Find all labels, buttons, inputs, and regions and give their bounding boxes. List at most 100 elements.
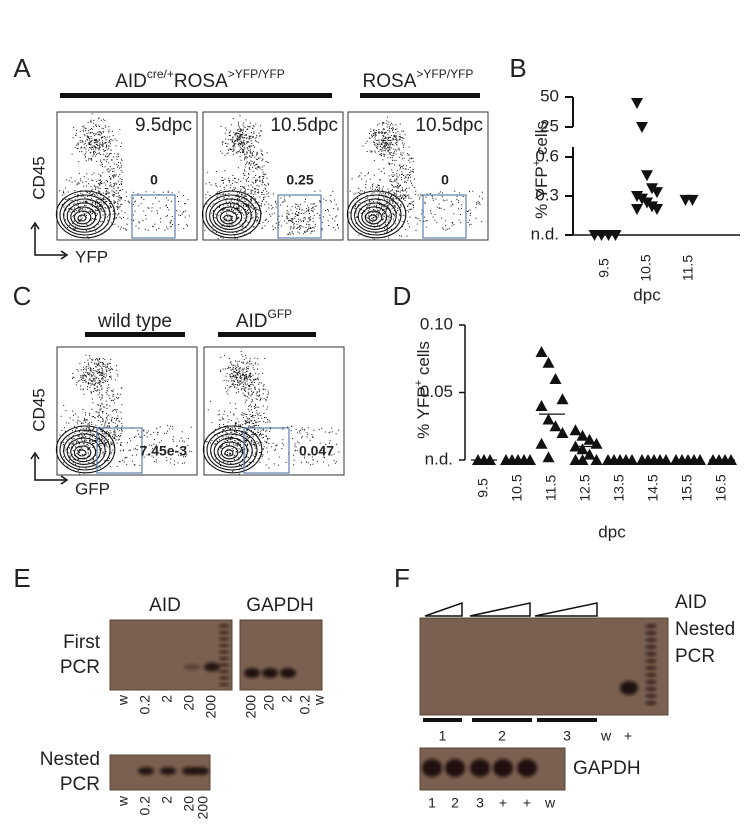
event-dot xyxy=(388,153,390,155)
event-dot xyxy=(333,208,335,210)
event-dot xyxy=(383,135,385,137)
event-dot xyxy=(372,183,374,185)
event-dot xyxy=(255,447,257,449)
event-dot xyxy=(314,190,316,192)
event-dot xyxy=(391,163,393,165)
event-dot xyxy=(209,205,211,207)
event-dot xyxy=(381,149,383,151)
event-dot xyxy=(114,184,116,186)
event-dot xyxy=(240,389,242,391)
event-dot xyxy=(244,187,246,189)
event-dot xyxy=(260,397,262,399)
event-dot xyxy=(379,211,380,213)
event-dot xyxy=(261,212,263,214)
event-dot xyxy=(236,238,238,240)
event-dot xyxy=(246,142,248,144)
event-dot xyxy=(99,187,101,189)
event-dot xyxy=(264,440,266,442)
event-dot xyxy=(380,170,382,172)
event-dot xyxy=(389,163,391,165)
event-dot xyxy=(469,224,471,226)
event-dot xyxy=(296,208,298,210)
event-dot xyxy=(94,135,96,137)
event-dot xyxy=(424,201,426,203)
event-dot xyxy=(234,199,235,201)
event-dot xyxy=(374,226,376,228)
event-dot xyxy=(229,362,231,364)
event-dot xyxy=(134,464,136,466)
event-dot xyxy=(248,138,250,139)
event-dot xyxy=(251,416,253,418)
event-dot xyxy=(396,179,398,181)
event-dot xyxy=(382,213,384,215)
event-dot xyxy=(74,190,76,191)
event-dot xyxy=(378,143,380,145)
event-dot xyxy=(220,237,222,238)
event-dot xyxy=(96,206,98,207)
event-dot xyxy=(238,137,240,139)
event-dot xyxy=(246,161,248,163)
event-dot xyxy=(399,185,401,187)
event-dot xyxy=(234,140,236,141)
event-dot xyxy=(244,159,246,161)
event-dot xyxy=(215,439,217,441)
event-dot xyxy=(251,393,253,395)
event-dot xyxy=(388,130,390,132)
gel-band xyxy=(645,631,657,635)
event-dot xyxy=(245,376,247,378)
flow-plot-frame xyxy=(203,346,345,476)
event-dot xyxy=(452,203,454,205)
event-dot xyxy=(164,432,166,434)
event-dot xyxy=(267,451,268,453)
event-dot xyxy=(221,219,223,221)
event-dot xyxy=(235,132,237,134)
event-dot xyxy=(391,122,393,124)
event-dot xyxy=(88,365,90,367)
event-dot xyxy=(121,430,123,432)
event-dot xyxy=(232,382,234,384)
event-dot xyxy=(255,451,257,453)
event-dot xyxy=(390,124,391,126)
event-dot xyxy=(246,137,248,139)
event-dot xyxy=(399,168,401,170)
event-dot xyxy=(239,133,241,135)
event-dot xyxy=(239,367,241,369)
event-dot xyxy=(338,429,340,431)
event-dot xyxy=(89,412,90,414)
event-dot xyxy=(244,395,246,397)
event-dot xyxy=(98,149,100,151)
event-dot xyxy=(153,431,155,433)
event-dot xyxy=(63,206,65,208)
event-dot xyxy=(330,201,332,203)
event-dot xyxy=(382,140,384,142)
event-dot xyxy=(91,189,93,191)
event-dot xyxy=(237,365,239,367)
event-dot xyxy=(296,441,298,443)
event-dot xyxy=(60,442,62,444)
event-dot xyxy=(113,203,115,205)
x-tick-label: 11.5 xyxy=(680,255,696,281)
event-dot xyxy=(432,197,434,199)
event-dot xyxy=(257,165,259,167)
data-point xyxy=(535,346,548,357)
event-dot xyxy=(256,393,257,395)
lane-label: 200 xyxy=(203,695,219,719)
event-dot xyxy=(88,219,90,221)
event-dot xyxy=(385,223,386,225)
event-dot xyxy=(110,206,112,208)
event-dot xyxy=(104,379,106,381)
event-dot xyxy=(240,209,242,211)
event-dot xyxy=(402,221,404,222)
event-dot xyxy=(67,227,68,228)
event-dot xyxy=(66,438,68,440)
event-dot xyxy=(386,205,388,207)
event-dot xyxy=(95,440,97,442)
event-dot xyxy=(132,219,134,221)
event-dot xyxy=(253,379,255,381)
event-dot xyxy=(385,131,387,133)
event-dot xyxy=(247,141,249,143)
event-dot xyxy=(337,224,338,226)
event-dot xyxy=(217,414,219,416)
event-dot xyxy=(230,205,232,207)
event-dot xyxy=(211,440,213,442)
